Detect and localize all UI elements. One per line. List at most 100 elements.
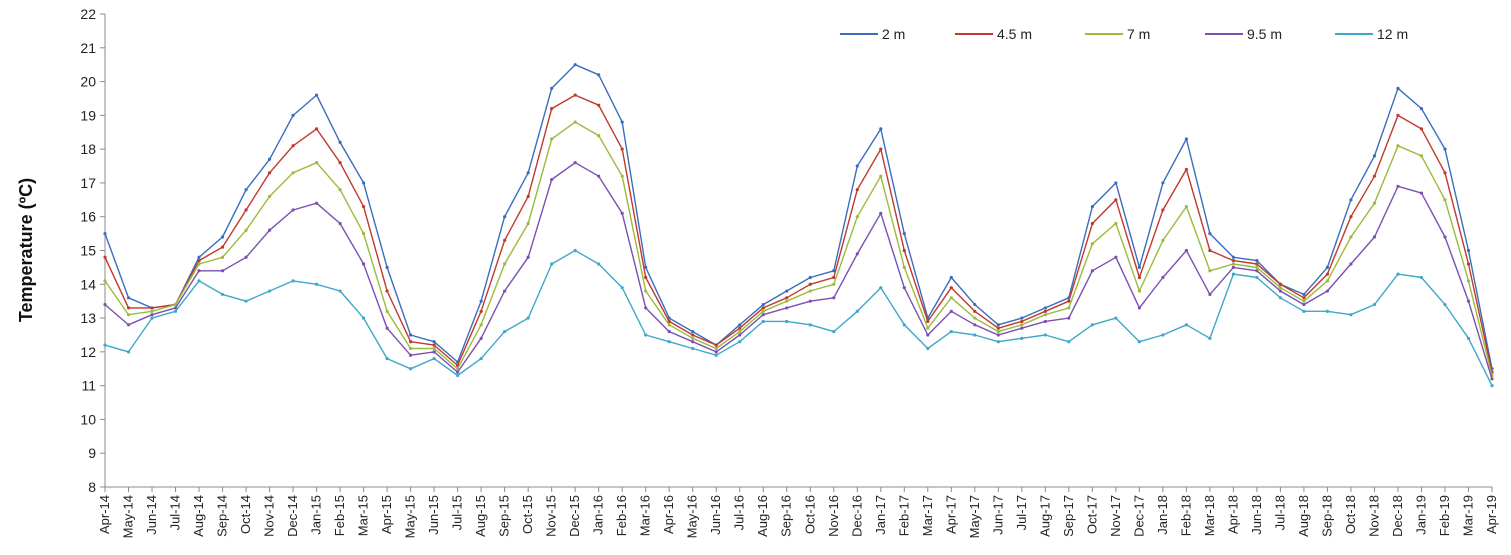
data-point (338, 140, 342, 144)
y-axis-ticks: 8 9 10 11 12 13 14 15 16 17 18 19 20 21 22 (80, 6, 105, 495)
legend-label: 12 m (1377, 26, 1408, 42)
x-tick-label: Nov-15 (544, 495, 559, 537)
data-point (103, 302, 107, 307)
data-point (1137, 340, 1141, 344)
x-tick-label: Jul-18 (1272, 495, 1287, 530)
data-point (691, 329, 695, 334)
data-point (973, 323, 977, 327)
data-point (479, 309, 483, 313)
data-point (855, 164, 859, 168)
data-point (267, 157, 272, 161)
data-point (550, 86, 554, 90)
data-point (620, 286, 624, 290)
legend-label: 9.5 m (1247, 26, 1282, 42)
data-point (1208, 269, 1212, 273)
data-point (1302, 309, 1306, 313)
data-point (1043, 319, 1047, 324)
data-point (691, 346, 695, 351)
data-point (785, 299, 789, 303)
data-point (550, 107, 554, 111)
data-point (855, 252, 859, 256)
data-point (879, 211, 883, 215)
data-point (314, 282, 319, 286)
data-point (267, 228, 272, 232)
data-point (1090, 242, 1094, 246)
data-point (926, 326, 930, 330)
data-point (1325, 309, 1330, 313)
x-tick-label: Apr-16 (661, 495, 676, 534)
data-point (197, 279, 201, 283)
data-point (808, 275, 812, 280)
data-point (1325, 289, 1330, 293)
x-tick-label: Sep-15 (497, 495, 512, 537)
x-tick-label: Jun-14 (144, 495, 159, 535)
data-point (1090, 323, 1094, 327)
data-point (220, 255, 225, 259)
data-point (314, 201, 319, 205)
data-point (103, 255, 107, 259)
data-point (1184, 167, 1188, 172)
data-point (1372, 235, 1377, 239)
data-point (550, 137, 554, 141)
data-point (1325, 279, 1330, 283)
data-point (267, 289, 272, 293)
data-point (338, 221, 342, 226)
data-point (1396, 144, 1400, 148)
data-point (1231, 265, 1236, 269)
x-tick-label: Sep-14 (215, 495, 230, 537)
y-tick-label: 16 (80, 209, 96, 225)
data-point (761, 313, 765, 317)
data-point (738, 333, 742, 337)
data-point (667, 319, 671, 324)
data-point (150, 309, 154, 313)
data-point (926, 346, 930, 351)
x-tick-label: Jul-17 (1014, 495, 1029, 530)
data-point (150, 313, 154, 317)
data-point (550, 177, 554, 182)
data-point (1043, 313, 1047, 317)
x-tick-label: Jul-16 (732, 495, 747, 530)
data-point (902, 323, 906, 327)
x-tick-label: Oct-15 (520, 495, 535, 534)
data-point (667, 340, 671, 344)
data-point (1231, 272, 1236, 276)
data-point (1114, 316, 1118, 320)
data-point (550, 262, 554, 266)
data-point (1114, 181, 1118, 185)
data-point (902, 286, 906, 290)
data-point (1349, 262, 1353, 266)
data-point (1443, 198, 1447, 202)
data-point (1419, 127, 1424, 131)
x-tick-label: Feb-18 (1178, 495, 1193, 536)
y-tick-label: 9 (88, 445, 96, 461)
data-point (197, 255, 201, 259)
data-point (1278, 296, 1283, 300)
x-tick-label: Feb-15 (332, 495, 347, 536)
x-tick-label: Oct-18 (1343, 495, 1358, 534)
x-tick-label: May-15 (403, 495, 418, 538)
data-point (1349, 198, 1353, 202)
data-point (503, 238, 507, 242)
data-point (1255, 269, 1259, 273)
data-point (314, 127, 319, 131)
data-point (808, 289, 812, 293)
x-tick-label: Feb-17 (896, 495, 911, 536)
data-point (314, 161, 319, 165)
data-point (620, 211, 624, 215)
data-point (644, 333, 648, 337)
data-point (1372, 174, 1377, 178)
data-point (644, 306, 648, 310)
y-tick-label: 8 (88, 479, 96, 495)
x-tick-label: May-17 (967, 495, 982, 538)
data-point (220, 292, 225, 297)
series-lines (103, 63, 1494, 388)
data-point (456, 373, 460, 378)
data-point (573, 63, 577, 67)
data-point (1208, 292, 1212, 297)
data-point (314, 93, 319, 97)
data-point (1349, 313, 1353, 317)
data-point (1161, 275, 1165, 280)
data-point (385, 289, 389, 293)
data-point (479, 336, 483, 340)
data-point (126, 296, 131, 300)
